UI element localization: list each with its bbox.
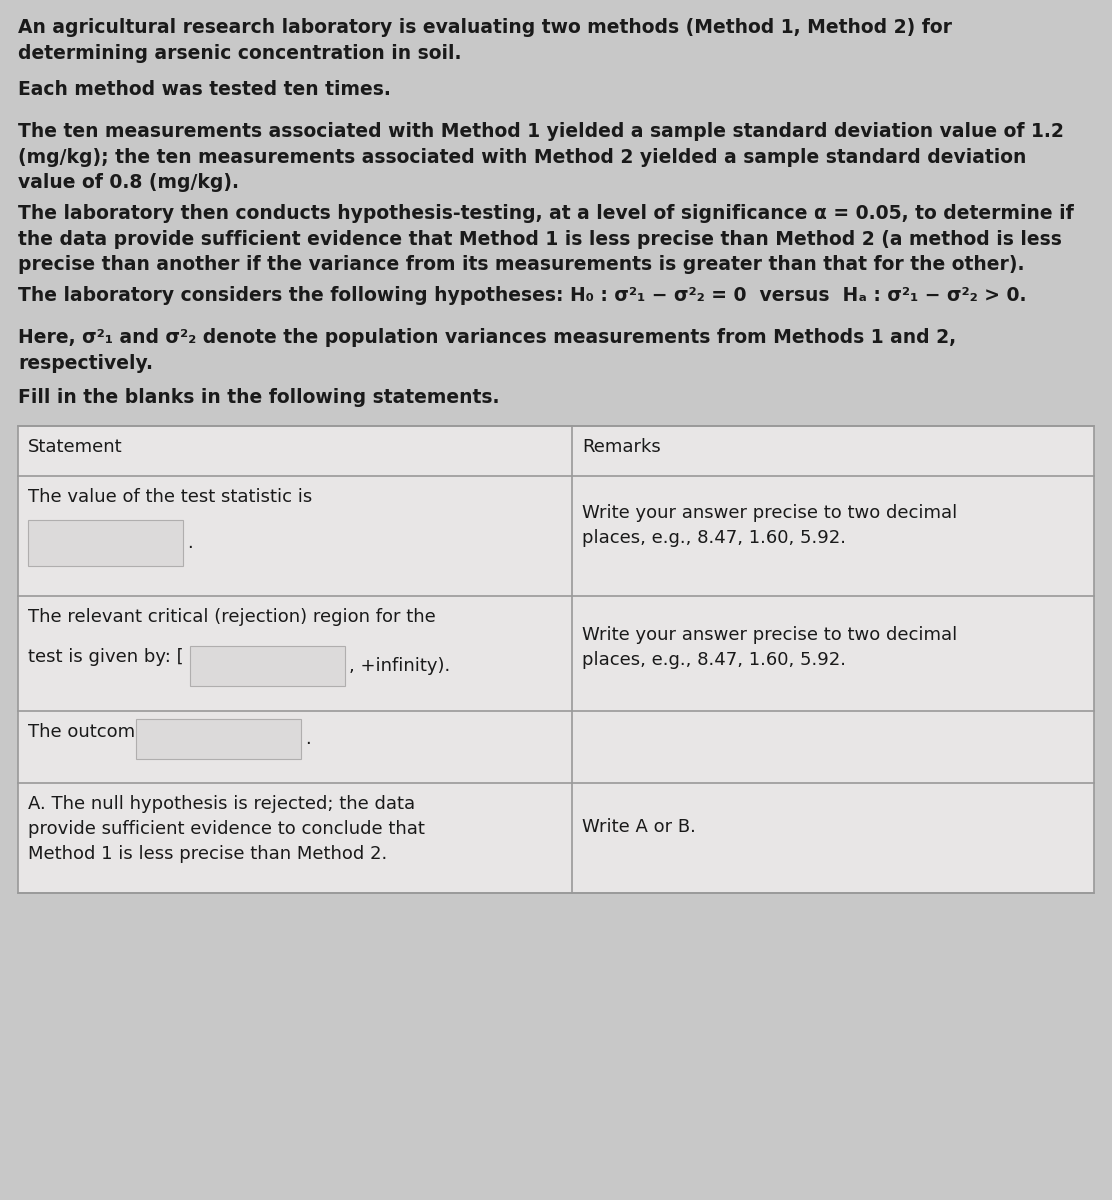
Text: The laboratory considers the following hypotheses: H₀ : σ²₁ − σ²₂ = 0  versus  H: The laboratory considers the following h… <box>18 286 1026 305</box>
Text: test is given by: [: test is given by: [ <box>28 648 183 666</box>
Text: .: . <box>187 534 192 552</box>
Text: Each method was tested ten times.: Each method was tested ten times. <box>18 80 391 98</box>
Text: An agricultural research laboratory is evaluating two methods (Method 1, Method : An agricultural research laboratory is e… <box>18 18 952 62</box>
Bar <box>28 520 183 566</box>
Text: , +infinity).: , +infinity). <box>349 658 450 674</box>
Text: Remarks: Remarks <box>583 438 661 456</box>
Text: Here, σ²₁ and σ²₂ denote the population variances measurements from Methods 1 an: Here, σ²₁ and σ²₂ denote the population … <box>18 328 956 373</box>
Text: Write your answer precise to two decimal
places, e.g., 8.47, 1.60, 5.92.: Write your answer precise to two decimal… <box>583 504 957 547</box>
Text: Write your answer precise to two decimal
places, e.g., 8.47, 1.60, 5.92.: Write your answer precise to two decimal… <box>583 626 957 670</box>
Bar <box>136 719 301 758</box>
Bar <box>18 426 1094 893</box>
Bar <box>190 646 345 686</box>
Text: The outcome is: The outcome is <box>28 722 167 740</box>
Text: .: . <box>305 730 310 748</box>
Text: Write A or B.: Write A or B. <box>583 818 696 836</box>
Text: Statement: Statement <box>28 438 122 456</box>
Text: Fill in the blanks in the following statements.: Fill in the blanks in the following stat… <box>18 388 499 407</box>
Text: The ten measurements associated with Method 1 yielded a sample standard deviatio: The ten measurements associated with Met… <box>18 122 1064 192</box>
Text: A. The null hypothesis is rejected; the data
provide sufficient evidence to conc: A. The null hypothesis is rejected; the … <box>28 794 425 863</box>
Text: The value of the test statistic is: The value of the test statistic is <box>28 488 312 506</box>
Text: The relevant critical (rejection) region for the: The relevant critical (rejection) region… <box>28 608 436 626</box>
Text: The laboratory then conducts hypothesis-testing, at a level of significance α = : The laboratory then conducts hypothesis-… <box>18 204 1074 275</box>
